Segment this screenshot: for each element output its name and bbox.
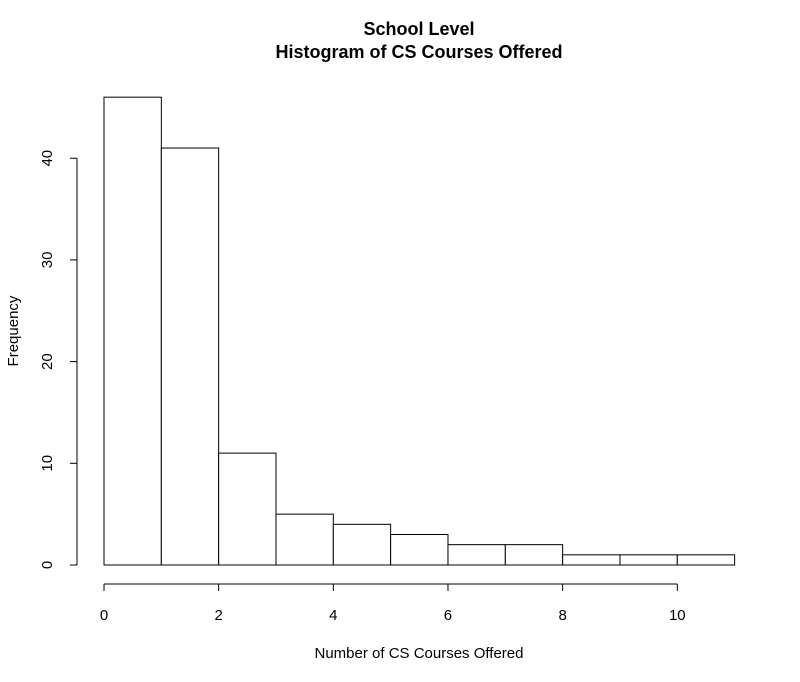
histogram-bar-0 [103,96,162,566]
histogram-bar-10 [676,554,736,566]
x-tick-label: 8 [558,607,566,624]
x-tick-label: 6 [444,607,452,624]
x-tick-label: 4 [329,607,337,624]
y-axis-label: Frequency [5,295,22,366]
x-tick-label: 2 [214,607,222,624]
y-axis: 0 10 20 30 40 [39,150,78,569]
histogram-bar-2 [218,452,277,566]
histogram-bar-1 [160,147,220,566]
histogram-bar-4 [332,523,392,566]
y-tick-label: 10 [39,455,56,472]
y-tick-label: 0 [39,561,56,569]
x-axis-label: Number of CS Courses Offered [315,645,524,662]
histogram-bar-5 [390,533,449,566]
x-tick-label: 10 [669,607,686,624]
chart-title-line2: Histogram of CS Courses Offered [275,42,562,62]
x-axis: 0 2 4 6 8 10 [100,583,686,624]
histogram-bar-7 [504,544,564,566]
bars-group [103,96,736,566]
histogram-bar-9 [619,554,678,566]
chart-title-line1: School Level [363,19,474,39]
y-tick-label: 40 [39,150,56,167]
histogram-bar-8 [562,554,621,566]
histogram-bar-3 [275,513,334,566]
y-tick-label: 20 [39,353,56,370]
x-tick-label: 0 [100,607,108,624]
y-tick-label: 30 [39,252,56,269]
histogram-bar-6 [447,544,506,566]
